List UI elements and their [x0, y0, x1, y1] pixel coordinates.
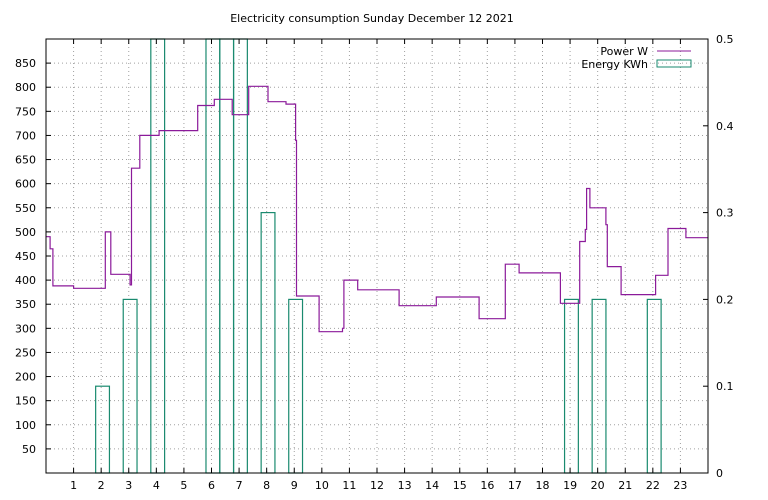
x-tick-label: 4 — [153, 479, 160, 492]
legend-swatch-energy — [656, 59, 692, 68]
y-tick-label-left: 400 — [15, 274, 36, 287]
y-tick-label-left: 600 — [15, 178, 36, 191]
x-tick-label: 21 — [618, 479, 632, 492]
energy-bar — [288, 298, 304, 474]
y-tick-label-right: 0.1 — [716, 380, 734, 393]
x-tick-label: 20 — [591, 479, 605, 492]
chart-title: Electricity consumption Sunday December … — [230, 12, 514, 25]
energy-bar — [260, 212, 276, 474]
y-tick-label-right: 0 — [716, 467, 723, 480]
x-tick-label: 18 — [536, 479, 550, 492]
y-tick-label-right: 0.5 — [716, 33, 734, 46]
x-tick-label: 2 — [98, 479, 105, 492]
y-tick-label-left: 750 — [15, 105, 36, 118]
x-tick-label: 7 — [236, 479, 243, 492]
y-tick-label-left: 800 — [15, 81, 36, 94]
energy-bar — [205, 38, 221, 474]
x-tick-label: 10 — [315, 479, 329, 492]
y-tick-label-left: 250 — [15, 346, 36, 359]
x-tick-label: 8 — [263, 479, 270, 492]
y-tick-label-right: 0.4 — [716, 120, 734, 133]
power-series — [46, 85, 708, 333]
x-tick-label: 17 — [508, 479, 522, 492]
power-line — [46, 85, 708, 333]
y-tick-label-left: 450 — [15, 250, 36, 263]
legend-label-energy: Energy KWh — [581, 58, 648, 71]
legend: Power W Energy KWh — [581, 45, 692, 71]
x-tick-label: 6 — [208, 479, 215, 492]
x-tick-label: 15 — [453, 479, 467, 492]
x-tick-label: 16 — [480, 479, 494, 492]
energy-bar — [563, 298, 579, 474]
x-tick-label: 13 — [398, 479, 412, 492]
y-tick-label-left: 100 — [15, 419, 36, 432]
x-tick-label: 12 — [370, 479, 384, 492]
gridlines — [46, 39, 708, 473]
energy-bar — [122, 298, 138, 474]
y-tick-label-left: 200 — [15, 371, 36, 384]
x-tick-label: 3 — [125, 479, 132, 492]
x-tick-label: 22 — [646, 479, 660, 492]
axes: 1 2 3 4 5 6 7 8 9 10 11 12 13 14 15 16 17 18 19 20 21 22 23501… — [15, 33, 734, 492]
x-tick-label: 19 — [563, 479, 577, 492]
x-tick-label: 1 — [70, 479, 77, 492]
y-tick-label-left: 350 — [15, 298, 36, 311]
energy-bar — [232, 38, 248, 474]
y-tick-label-left: 500 — [15, 226, 36, 239]
x-tick-label: 5 — [180, 479, 187, 492]
energy-bar — [95, 385, 111, 474]
y-tick-label-left: 850 — [15, 57, 36, 70]
x-tick-label: 11 — [342, 479, 356, 492]
energy-bar — [591, 298, 607, 474]
y-tick-label-left: 50 — [22, 443, 36, 456]
x-tick-label: 14 — [425, 479, 439, 492]
y-tick-label-left: 300 — [15, 322, 36, 335]
y-tick-label-right: 0.3 — [716, 207, 734, 220]
x-tick-label: 9 — [291, 479, 298, 492]
y-tick-label-left: 700 — [15, 129, 36, 142]
y-tick-label-right: 0.2 — [716, 293, 734, 306]
y-tick-label-left: 550 — [15, 202, 36, 215]
y-tick-label-left: 150 — [15, 395, 36, 408]
y-tick-label-left: 650 — [15, 154, 36, 167]
x-tick-label: 23 — [673, 479, 687, 492]
legend-label-power: Power W — [600, 45, 648, 58]
energy-bar — [646, 298, 662, 474]
